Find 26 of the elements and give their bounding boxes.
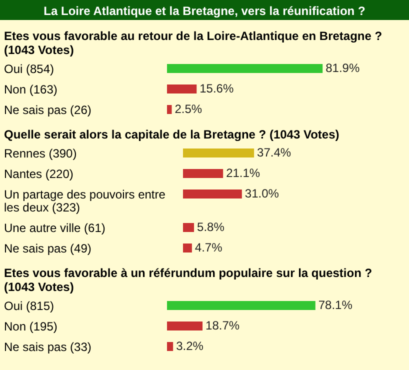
y-tick-label: Un partage des pouvoirs entre les deux (323) xyxy=(4,188,166,214)
y-tick-label: Rennes (390) xyxy=(4,146,77,160)
data-label: 15.6% xyxy=(200,82,234,96)
data-label: 78.1% xyxy=(318,298,353,312)
data-label: 3.2% xyxy=(176,339,204,353)
y-tick-label: Non (163) xyxy=(4,82,58,96)
data-label: 31.0% xyxy=(244,186,280,200)
y-tick-label: Ne sais pas (49) xyxy=(4,242,92,256)
data-label: 81.9% xyxy=(326,61,360,75)
y-tick-label: Oui (854) xyxy=(4,62,54,76)
data-label: 4.7% xyxy=(194,240,223,254)
data-label: 21.1% xyxy=(226,166,260,180)
y-tick-label: Ne sais pas (33) xyxy=(4,340,92,354)
chart-title: Etes vous favorable à un référundum populaire sur la question ? (1043 Votes) xyxy=(4,266,372,294)
y-tick-label: Oui (815) xyxy=(4,299,54,313)
chart-title: Quelle serait alors la capitale de la Bretagne ? (1043 Votes) xyxy=(4,128,340,142)
chart-title: La Loire Atlantique et la Bretagne, vers la réunification ? xyxy=(44,4,366,18)
data-label: 2.5% xyxy=(174,102,202,116)
data-label: 18.7% xyxy=(206,318,240,332)
y-tick-label: Ne sais pas (26) xyxy=(4,103,92,117)
y-tick-label: Une autre ville (61) xyxy=(4,221,106,235)
data-label: 5.8% xyxy=(197,220,225,234)
data-label: 37.4% xyxy=(257,146,292,160)
chart-subtitle: Etes vous favorable au retour de la Loire-Atlantique en Bretagne ? (1043 Votes) xyxy=(4,29,382,57)
y-tick-label: Non (195) xyxy=(4,320,58,334)
y-tick-label: Nantes (220) xyxy=(4,167,74,181)
